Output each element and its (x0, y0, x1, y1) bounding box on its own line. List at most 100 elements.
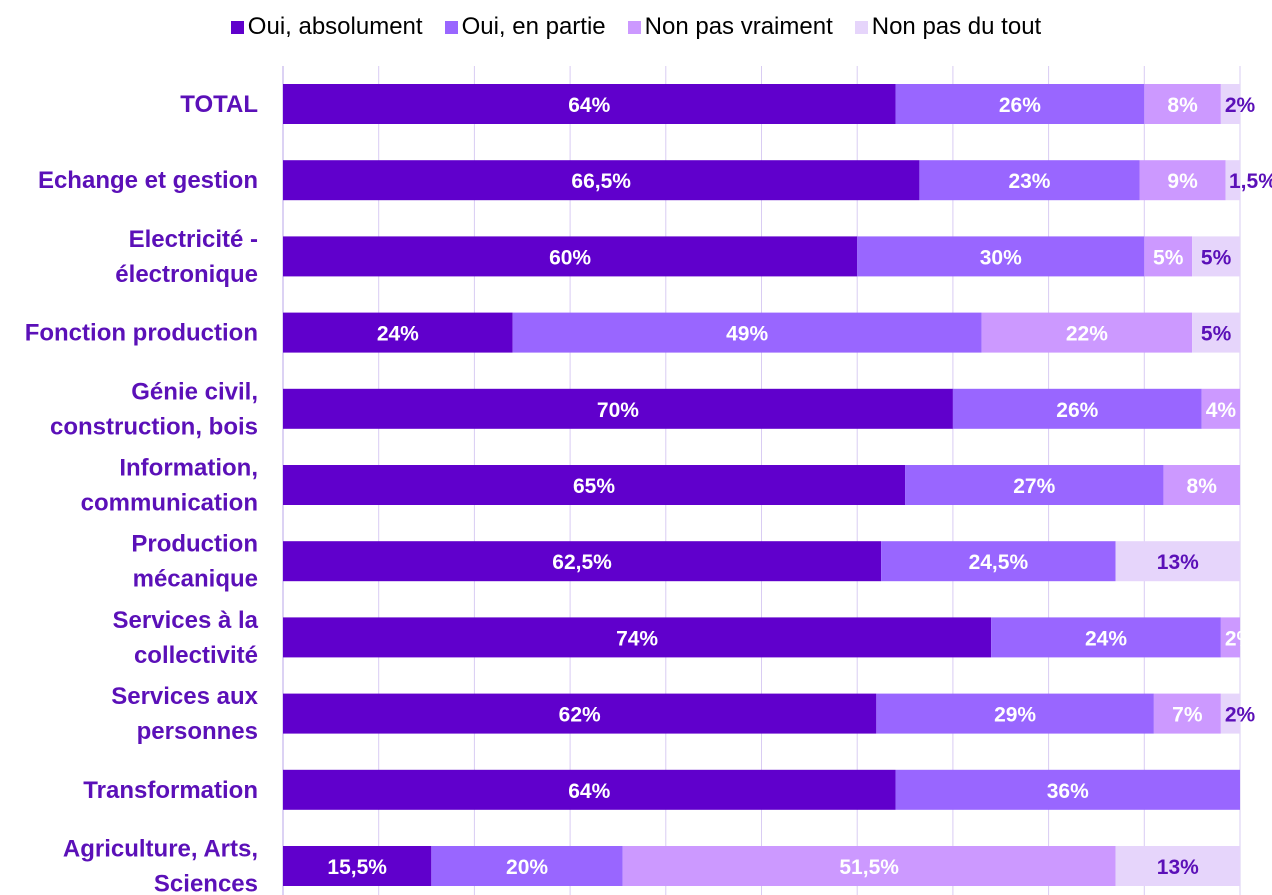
category-label: Agriculture, Arts, Sciences (63, 836, 258, 895)
bar-segment (991, 617, 1221, 658)
data-label: 7% (1172, 704, 1203, 727)
bar-segment (283, 388, 953, 429)
data-label: 65% (573, 475, 615, 498)
data-label: 49% (726, 323, 768, 346)
legend-label: Oui, en partie (461, 13, 606, 40)
bar-segment (1144, 236, 1193, 277)
bar-segment (1144, 84, 1221, 124)
bar-segment (283, 465, 906, 505)
category-label: TOTAL (180, 91, 258, 118)
data-label: 62% (559, 704, 601, 727)
data-label: 36% (1047, 780, 1089, 803)
category-label: Services à la collectivité (113, 607, 259, 669)
bar-segment (895, 84, 1145, 124)
category-labels: TOTAL Echange et gestion Electricité -élec… (25, 91, 259, 895)
data-label: 5% (1201, 323, 1232, 346)
data-label: 15,5% (327, 856, 387, 879)
bar-segment (1225, 160, 1240, 201)
bar-segment (1153, 693, 1221, 734)
data-label: 24% (1085, 627, 1127, 650)
legend-item: Non pas du tout (854, 13, 1042, 41)
bar-segment (283, 160, 920, 201)
bar-segment (1163, 465, 1240, 505)
bar-segment (283, 84, 896, 124)
data-label: 2% (1225, 94, 1256, 117)
bar-segment (919, 160, 1140, 201)
bar-segment (431, 846, 623, 886)
data-label: 29% (994, 704, 1036, 727)
bar-segment (905, 465, 1164, 505)
data-label: 27% (1013, 475, 1055, 498)
bar-segment (1220, 617, 1240, 658)
data-label: 26% (999, 94, 1041, 117)
bar-segment (283, 236, 858, 277)
legend-swatch (627, 20, 641, 34)
category-label: Information, communication (81, 455, 258, 517)
bar-segment (857, 236, 1145, 277)
legend-label: Non pas vraiment (644, 13, 833, 40)
data-label: 2% (1225, 627, 1256, 650)
bar-segment (895, 769, 1240, 810)
data-label: 66,5% (571, 170, 631, 193)
bar-segment (881, 541, 1116, 582)
category-label: Electricité -électronique (115, 226, 258, 288)
bar-segment (1220, 693, 1240, 734)
data-label: 62,5% (552, 551, 612, 574)
data-label: 64% (568, 94, 610, 117)
bar-segment (283, 769, 896, 810)
data-label: 5% (1153, 246, 1184, 269)
data-label: 24,5% (969, 551, 1029, 574)
bar-segment (981, 312, 1193, 353)
bar-segment (1201, 388, 1240, 429)
data-label: 74% (616, 627, 658, 650)
category-label: Echange et gestion (38, 167, 258, 194)
data-label: 4% (1206, 399, 1237, 422)
data-label: 8% (1187, 475, 1218, 498)
data-label: 60% (549, 246, 591, 269)
bar-segment (283, 693, 877, 734)
bar-segment (512, 312, 982, 353)
data-label: 70% (597, 399, 639, 422)
data-label: 24% (377, 323, 419, 346)
category-label: Génie civil, construction, bois (50, 378, 258, 440)
data-label: 1,5% (1229, 170, 1272, 193)
legend-swatch (230, 20, 244, 34)
data-label: 51,5% (839, 856, 899, 879)
data-label: 22% (1066, 323, 1108, 346)
category-label: Production mécanique (131, 531, 258, 593)
legend-swatch (444, 20, 458, 34)
bar-segment (1139, 160, 1226, 201)
bar-segment (1115, 846, 1240, 886)
category-label: Services aux personnes (111, 683, 258, 745)
bar-segment (622, 846, 1116, 886)
bar-segment (1192, 236, 1240, 277)
data-label: 8% (1167, 94, 1198, 117)
bar-segment (283, 617, 992, 658)
data-label: 23% (1008, 170, 1050, 193)
bar-segment (1115, 541, 1240, 582)
data-label: 5% (1201, 246, 1232, 269)
legend-item: Oui, absolument (230, 13, 423, 41)
data-label: 13% (1157, 856, 1199, 879)
legend-swatch (854, 20, 868, 34)
data-label: 2% (1225, 704, 1256, 727)
bar-segment (283, 312, 513, 353)
category-label: Transformation (83, 777, 258, 804)
bar-segment (952, 388, 1202, 429)
chart-legend: Oui, absolument Oui, en partie Non pas vra… (0, 12, 1272, 42)
data-label: 9% (1167, 170, 1198, 193)
legend-item: Non pas vraiment (627, 13, 833, 41)
data-label: 26% (1056, 399, 1098, 422)
data-label: 30% (980, 246, 1022, 269)
bar-segment (1192, 312, 1240, 353)
data-label: 13% (1157, 551, 1199, 574)
data-label: 64% (568, 780, 610, 803)
bar-segment (876, 693, 1154, 734)
legend-label: Oui, absolument (247, 13, 423, 40)
bar-series: 64% 26% 8% 2% 66,5% 23% 9% 1,5% 60% 30% 5% 5% 24% 49%… (283, 84, 1272, 886)
category-label: Fonction production (25, 320, 258, 347)
bar-segment (283, 846, 432, 886)
bar-segment (283, 541, 882, 582)
legend-label: Non pas du tout (871, 13, 1042, 40)
